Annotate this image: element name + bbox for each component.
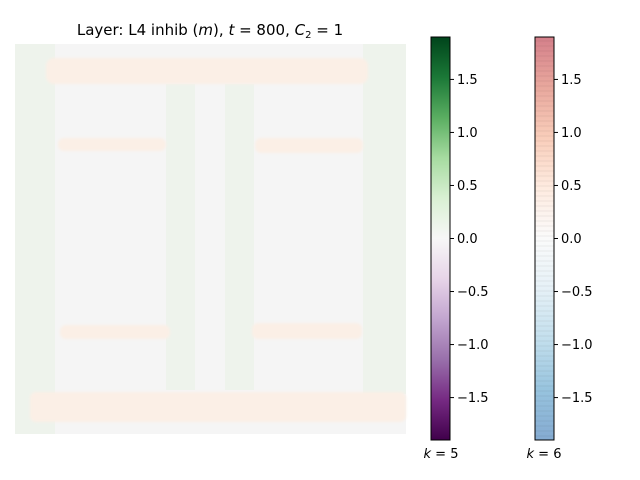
colorbar-tick-label: −1.5 bbox=[561, 391, 593, 406]
heatmap-band-lower-right bbox=[252, 323, 362, 339]
colorbar-tick-label: 0.5 bbox=[457, 179, 478, 194]
colorbar-tick-label: 0.0 bbox=[457, 232, 478, 247]
colorbar-tick-label: −1.5 bbox=[457, 391, 489, 406]
chart-title: Layer: L4 inhib (m), t = 800, C2 = 1 bbox=[77, 21, 343, 41]
heatmap-band-upper-left bbox=[58, 138, 166, 151]
colorbar-tick-label: 1.0 bbox=[457, 126, 478, 141]
heatmap-band-upper-right bbox=[255, 138, 363, 153]
colorbar-k5: 1.5 1.0 0.5 0.0 −0.5 −1.0 −1.5 k = 5 bbox=[424, 36, 489, 462]
colorbar-k6-label: k = 6 bbox=[527, 447, 562, 462]
colorbar-k6-stripes bbox=[535, 40, 554, 437]
colorbar-tick-label: −0.5 bbox=[457, 285, 489, 300]
heatmap bbox=[15, 44, 406, 434]
heatmap-band-top bbox=[46, 58, 368, 84]
colorbar-tick-label: −1.0 bbox=[561, 338, 593, 353]
colorbar-k6-bar bbox=[535, 37, 554, 440]
colorbar-tick-label: 0.5 bbox=[561, 179, 582, 194]
heatmap-background bbox=[15, 44, 406, 434]
heatmap-band-bottom bbox=[30, 392, 406, 422]
colorbar-k5-ticks: 1.5 1.0 0.5 0.0 −0.5 −1.0 −1.5 bbox=[450, 73, 489, 406]
colorbar-k5-bar bbox=[431, 37, 450, 440]
colorbar-tick-label: 0.0 bbox=[561, 232, 582, 247]
colorbar-tick-label: −1.0 bbox=[457, 338, 489, 353]
heatmap-column-inner-left bbox=[166, 84, 195, 390]
colorbar-tick-label: 1.5 bbox=[457, 73, 478, 88]
heatmap-band-lower-left bbox=[60, 325, 170, 339]
heatmap-column-left bbox=[15, 44, 55, 434]
heatmap-column-right bbox=[363, 44, 406, 394]
colorbar-k6-ticks: 1.5 1.0 0.5 0.0 −0.5 −1.0 −1.5 bbox=[554, 73, 593, 406]
colorbar-tick-label: 1.0 bbox=[561, 126, 582, 141]
colorbar-k5-label: k = 5 bbox=[424, 447, 459, 462]
colorbar-tick-label: 1.5 bbox=[561, 73, 582, 88]
colorbar-k6: 1.5 1.0 0.5 0.0 −0.5 −1.0 −1.5 k = 6 bbox=[527, 36, 593, 462]
colorbar-tick-label: −0.5 bbox=[561, 285, 593, 300]
heatmap-column-inner-right bbox=[225, 84, 254, 390]
